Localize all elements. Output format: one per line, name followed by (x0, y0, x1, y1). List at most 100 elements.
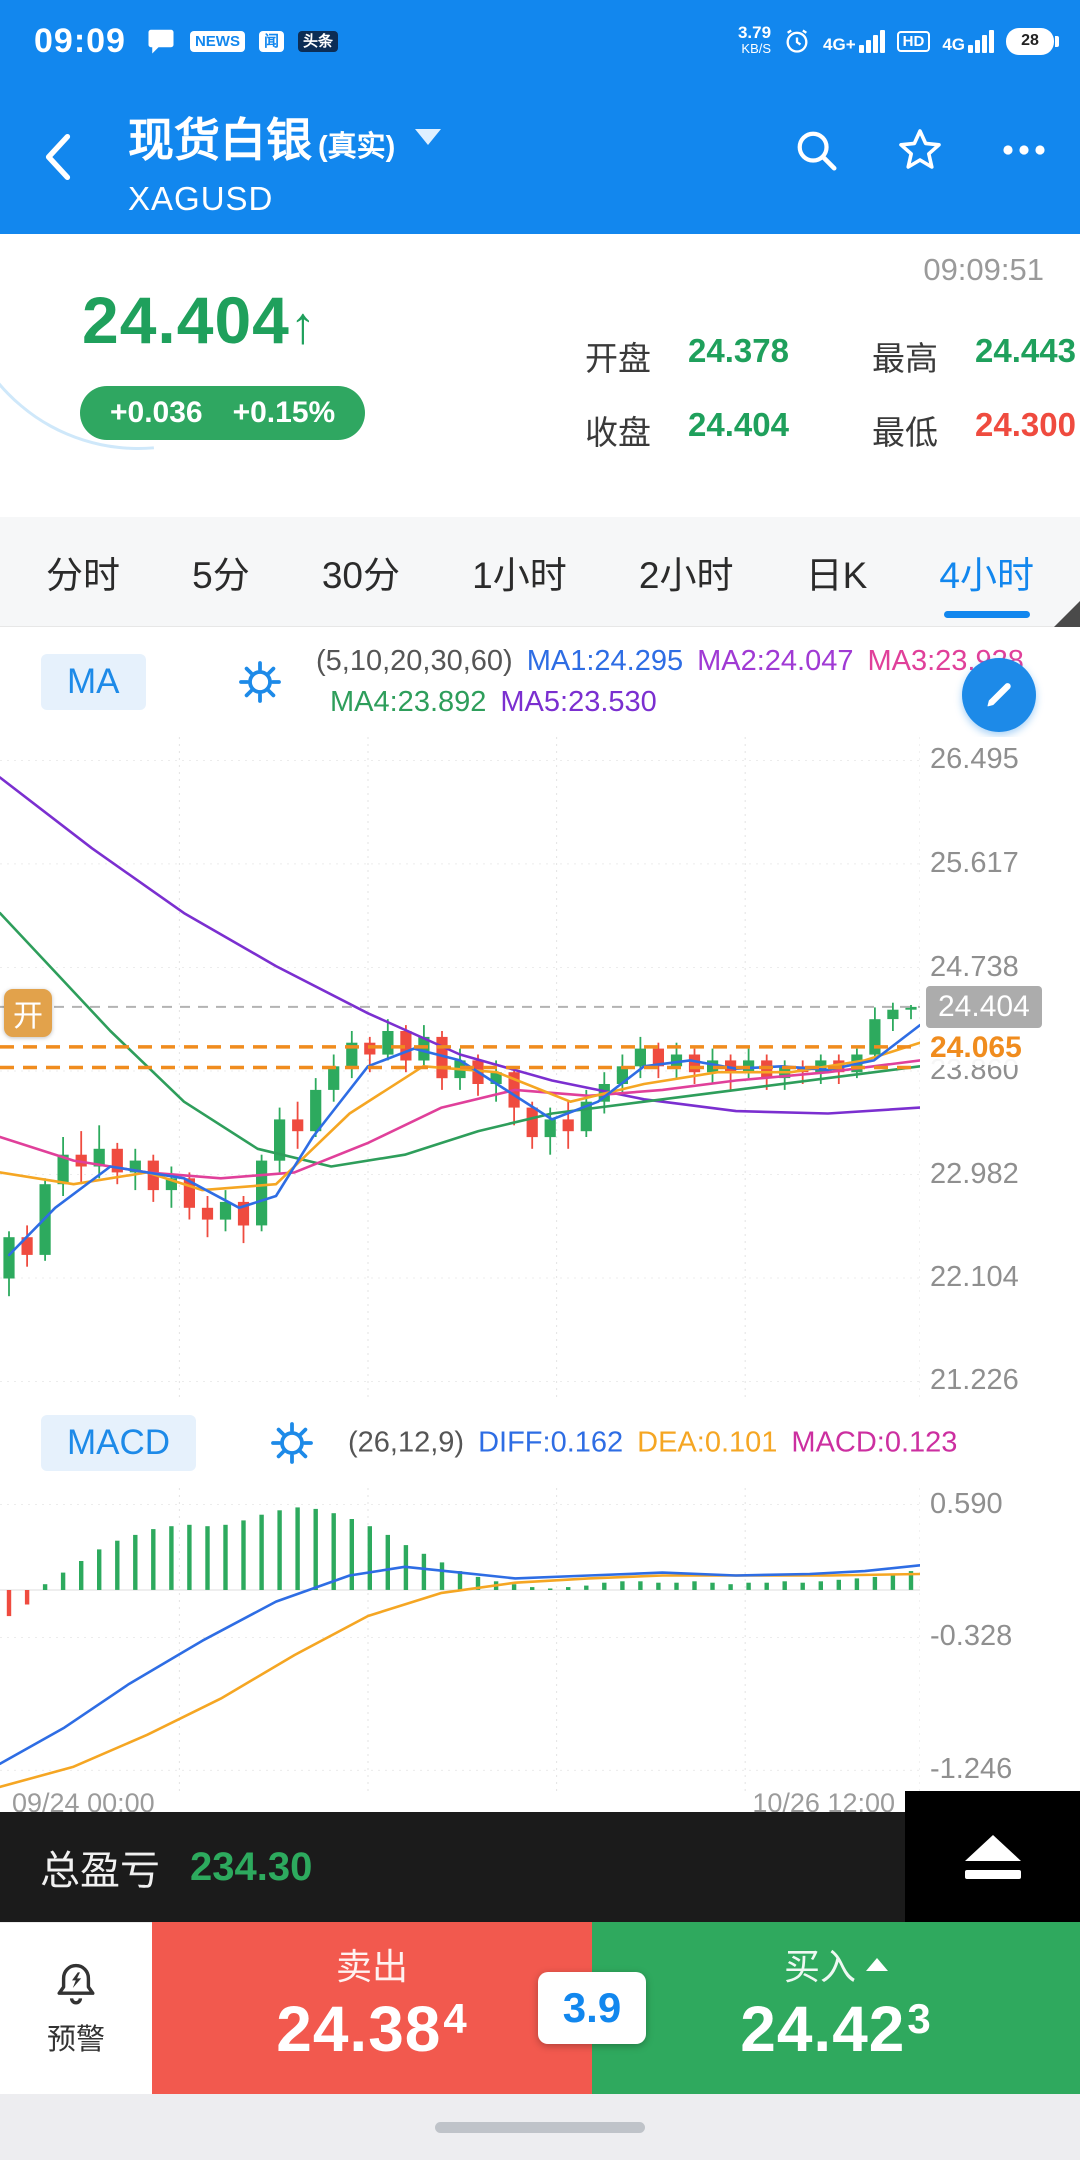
sell-price-pip: 4 (443, 1995, 468, 2042)
macd-params: (26,12,9) (348, 1426, 465, 1459)
pnl-value: 234.30 (190, 1844, 313, 1889)
status-time: 09:09 (34, 21, 126, 60)
indicator-value: MA1:24.295 (526, 645, 684, 677)
pencil-icon (987, 683, 1011, 707)
position-price-label: 24.065 (930, 1030, 1022, 1065)
sell-price: 24.38 (276, 1993, 442, 2065)
indicator-value: MA2:24.047 (697, 645, 854, 677)
macd-tick: -0.328 (930, 1620, 1013, 1653)
symbol-code: XAGUSD (128, 180, 274, 217)
hd-icon: HD (896, 30, 931, 52)
open-position-marker[interactable]: 开 (4, 989, 52, 1038)
status-right-cluster: 3.79 KB/S 4G+ HD 4G (737, 23, 1059, 57)
indicator-value: MACD:0.123 (791, 1426, 958, 1459)
star-icon (899, 129, 941, 169)
sell-label: 卖出 (335, 1946, 408, 1987)
change-value: +0.036 (110, 396, 203, 429)
high-value: 24.443 (975, 332, 1076, 369)
buy-price: 24.42 (740, 1993, 906, 2065)
change-pill: +0.036 +0.15% (80, 386, 366, 440)
network-speed: 3.79 KB/S (737, 23, 772, 56)
change-percent: +0.15% (232, 396, 336, 429)
ellipsis-icon (1003, 145, 1045, 155)
instrument-title-block[interactable]: 现货白银 (真实) XAGUSD (128, 104, 442, 218)
ma-settings-gear-icon[interactable] (236, 658, 284, 706)
alarm-clock-icon (786, 29, 808, 53)
page-title: 现货白银 (128, 114, 312, 166)
buy-button[interactable]: 买入 24.423 (592, 1922, 1080, 2094)
indicator-value: MA4:23.892 (330, 686, 487, 718)
active-tab-underline (943, 611, 1030, 618)
close-value: 24.404 (688, 406, 789, 443)
sell-button[interactable]: 卖出 24.384 (152, 1922, 592, 2094)
price-tick: 25.617 (930, 846, 1019, 879)
back-button[interactable] (30, 122, 86, 192)
back-chevron-icon (45, 133, 71, 181)
alert-bell-icon (57, 1963, 95, 2004)
ma-values-line2: MA4:23.892 MA5:23.530 (316, 682, 1024, 723)
candlestick-chart[interactable]: 26.495 25.617 24.738 23.860 22.982 22.104 21.2… (0, 737, 1080, 1398)
eject-icon (964, 1834, 1021, 1861)
tab-timeframe-5[interactable]: 日K (805, 554, 868, 596)
macd-chip[interactable]: MACD (41, 1415, 197, 1471)
macd-chart[interactable]: 0.590 -0.328 -1.246 (0, 1488, 1080, 1791)
chevron-down-icon[interactable] (415, 129, 442, 145)
price-tick: 22.982 (930, 1157, 1019, 1190)
timeframe-tabs: 分时 5分 30分 1小时 2小时 日K 4小时 (0, 517, 1080, 627)
tabs-corner-expander[interactable] (1054, 601, 1080, 627)
buy-label: 买入 (783, 1946, 856, 1987)
favorite-button[interactable] (894, 124, 946, 176)
tab-timeframe-4[interactable]: 2小时 (638, 554, 734, 596)
ma-params: (5,10,20,30,60) (316, 645, 513, 677)
tab-timeframe-0[interactable]: 分时 (46, 554, 120, 596)
close-label: 收盘 (585, 414, 651, 451)
tab-timeframe-6[interactable]: 4小时 (933, 517, 1040, 626)
price-tick: 24.738 (930, 950, 1019, 983)
news-app-icon: NEWS (189, 30, 245, 52)
open-label: 开盘 (585, 340, 651, 377)
ma-chip[interactable]: MA (41, 654, 146, 710)
current-price-badge: 24.404 (926, 985, 1042, 1028)
account-type-label: (真实) (318, 131, 396, 163)
price-tick: 26.495 (930, 743, 1019, 776)
ma-values-line1: (5,10,20,30,60) MA1:24.295 MA2:24.047 MA3:2… (316, 641, 1024, 682)
low-label: 最低 (872, 414, 938, 451)
pnl-label: 总盈亏 (40, 1849, 160, 1893)
signal-4g: 4G (942, 29, 994, 53)
price-alert-button[interactable]: 预警 (0, 1922, 152, 2094)
macd-values: (26,12,9) DIFF:0.162 DEA:0.101 MACD:0.123 (348, 1423, 957, 1464)
up-arrow-icon: ↑ (289, 297, 317, 355)
macd-tick: 0.590 (930, 1487, 1003, 1520)
macd-settings-gear-icon[interactable] (268, 1419, 316, 1467)
macd-plot (0, 1488, 920, 1791)
top-blue-area: 09:09 NEWS 闻 头条 3.79 KB/S (0, 0, 1080, 234)
collapse-panel-button[interactable] (905, 1791, 1080, 1922)
indicator-value: DEA:0.101 (637, 1426, 778, 1459)
tab-timeframe-2[interactable]: 30分 (321, 554, 401, 596)
indicator-value: DIFF:0.162 (478, 1426, 624, 1459)
home-indicator[interactable] (435, 2122, 645, 2133)
tab-timeframe-3[interactable]: 1小时 (472, 554, 567, 596)
last-price: 24.404↑ (82, 283, 317, 357)
more-menu-button[interactable] (998, 124, 1050, 176)
search-icon (797, 131, 837, 171)
quote-panel: 09:09:51 24.404↑ +0.036 +0.15% 开盘 24.378… (0, 234, 1080, 517)
candlestick-plot (0, 737, 920, 1398)
bottom-strip (0, 2094, 1080, 2160)
price-tick: 22.104 (930, 1261, 1019, 1293)
ma-indicator-row: MA (5,10,20,30,60) MA1:24.295 MA2:24.047 MA… (0, 627, 1080, 737)
quote-timestamp: 09:09:51 (923, 252, 1044, 287)
search-button[interactable] (790, 124, 842, 176)
draw-edit-button[interactable] (962, 658, 1036, 732)
high-label: 最高 (872, 340, 938, 377)
indicator-value: MA5:23.530 (500, 686, 657, 718)
open-value: 24.378 (688, 332, 789, 369)
notification-icons: NEWS 闻 头条 (146, 26, 338, 56)
macd-tick: -1.246 (930, 1753, 1013, 1786)
total-pnl-bar: 总盈亏 234.30 (0, 1812, 1080, 1922)
tab-timeframe-1[interactable]: 5分 (192, 554, 250, 596)
price-axis: 26.495 25.617 24.738 23.860 22.982 22.104 21.2… (920, 737, 1080, 1398)
macd-axis: 0.590 -0.328 -1.246 (920, 1488, 1080, 1791)
status-bar: 09:09 NEWS 闻 头条 3.79 KB/S (0, 0, 1080, 82)
